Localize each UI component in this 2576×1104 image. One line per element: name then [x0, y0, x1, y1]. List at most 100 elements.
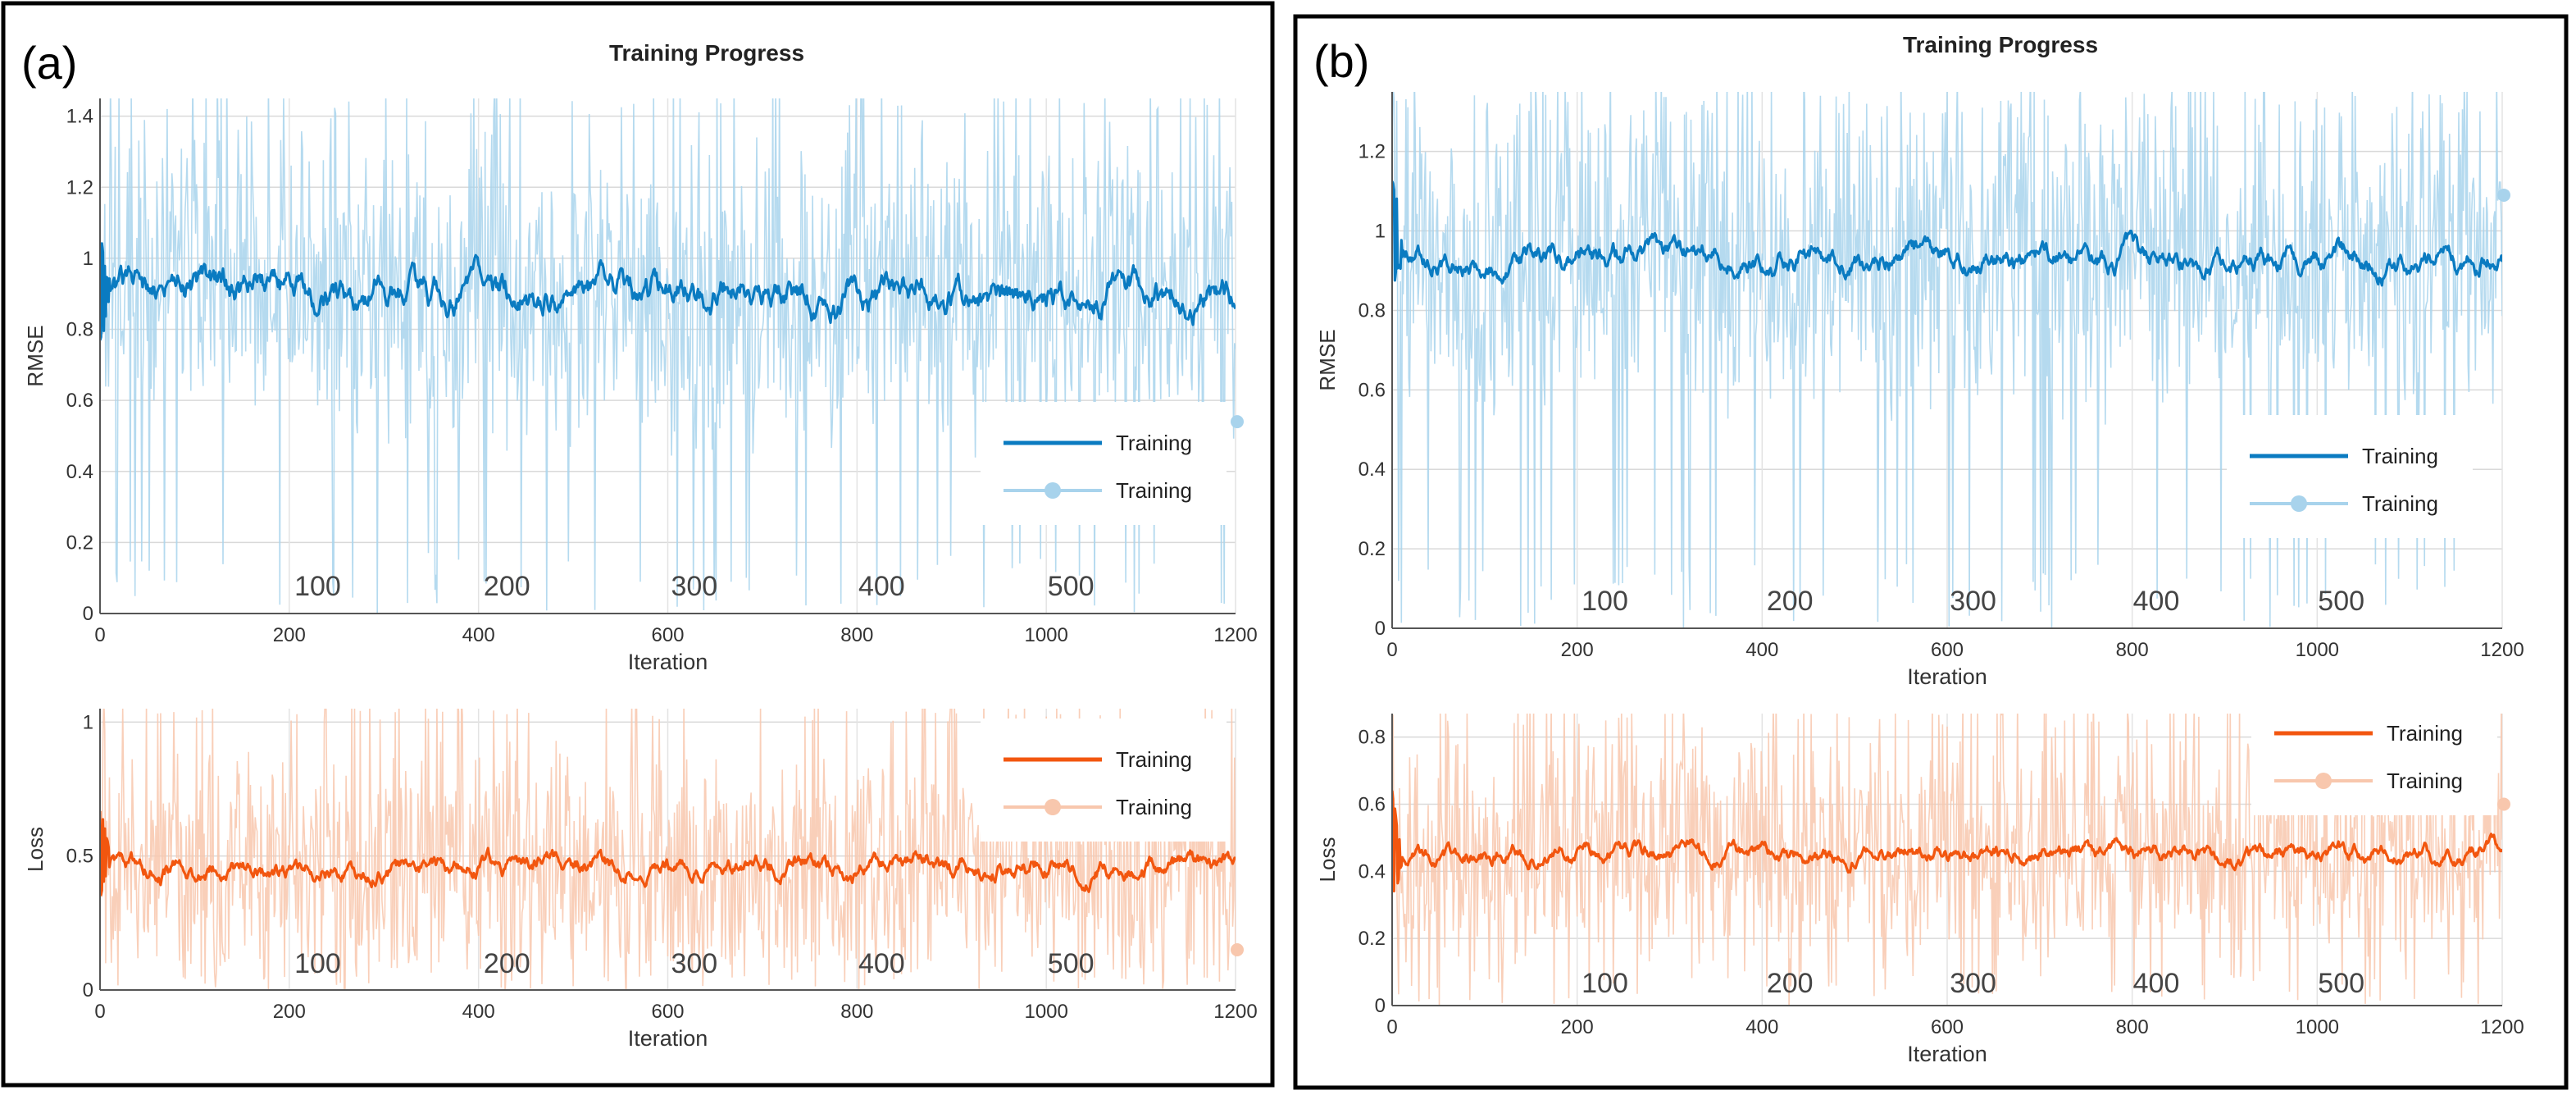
- legend: Training Training: [981, 402, 1227, 525]
- final-point-marker: [2497, 188, 2510, 202]
- y-tick-label: 0.4: [66, 461, 93, 483]
- x-tick-label: 800: [2116, 1016, 2149, 1038]
- series-smoothed-training: [1392, 790, 2502, 893]
- panel-title: Training Progress: [1903, 32, 2098, 57]
- x-tick-label: 1200: [2480, 639, 2524, 661]
- plot-series-group: [1392, 92, 2502, 628]
- final-point-marker: [2497, 797, 2510, 811]
- x-tick-label: 1000: [1024, 624, 1067, 646]
- x-tick-label: 0: [94, 1001, 105, 1023]
- x-tick-label: 400: [1745, 1016, 1778, 1038]
- x-tick-label: 0: [94, 624, 105, 646]
- y-tick-label: 0.6: [1359, 379, 1386, 401]
- plot-series-group: [1392, 714, 2502, 1006]
- legend-label-smoothed: Training: [2362, 444, 2438, 468]
- epoch-label: 400: [2133, 586, 2180, 617]
- y-tick-label: 0: [83, 603, 93, 625]
- y-axis-label: Loss: [1315, 837, 1340, 883]
- epoch-label: 400: [858, 571, 905, 602]
- epoch-label: 100: [1582, 968, 1628, 999]
- y-tick-label: 1: [83, 711, 93, 733]
- chart-loss: 0 0.5 1 0 200 400 600 800 1000 1200 100 200 300 400 50…: [23, 709, 1258, 1051]
- x-tick-label: 200: [273, 1001, 306, 1023]
- x-tick-label: 200: [1561, 639, 1594, 661]
- final-point-marker: [1231, 415, 1244, 429]
- x-axis-label: Iteration: [1907, 1042, 1987, 1066]
- y-tick-label: 0: [1375, 995, 1386, 1017]
- series-raw-training: [100, 709, 1236, 990]
- epoch-label: 300: [1950, 586, 1996, 617]
- x-tick-label: 600: [1931, 1016, 1964, 1038]
- plot-series-group: [100, 709, 1236, 990]
- legend-label-raw: Training: [2387, 769, 2463, 793]
- legend-box: [981, 402, 1227, 525]
- x-tick-label: 1000: [2296, 1016, 2339, 1038]
- y-tick-label: 1: [83, 248, 93, 270]
- y-axis-label: RMSE: [23, 325, 48, 386]
- legend-box: [2227, 415, 2473, 538]
- x-tick-label: 800: [2116, 639, 2149, 661]
- y-tick-label: 0.4: [1359, 860, 1386, 883]
- chart-loss: 0 0.2 0.4 0.6 0.8 0 200 400 600 800 1000 1200 100 200…: [1315, 692, 2524, 1066]
- y-tick-label: 0.8: [66, 319, 93, 341]
- panel-b: (b) Training Progress 0 0.2 0.4 0.6 0.8 1 1.2 0 20…: [1293, 14, 2569, 1090]
- legend-label-raw: Training: [1116, 795, 1192, 819]
- legend-label-smoothed: Training: [2387, 721, 2463, 746]
- legend-label-smoothed: Training: [1116, 747, 1192, 772]
- y-tick-label: 1: [1375, 221, 1386, 243]
- x-tick-label: 400: [1745, 639, 1778, 661]
- epoch-label: 500: [1048, 948, 1095, 979]
- epoch-label: 500: [2318, 968, 2364, 999]
- legend-label-raw: Training: [1116, 478, 1192, 503]
- y-tick-label: 0.2: [66, 531, 93, 554]
- epoch-label: 400: [2133, 968, 2180, 999]
- series-raw-training: [1392, 92, 2502, 628]
- x-axis-label: Iteration: [628, 1026, 708, 1051]
- x-tick-label: 0: [1386, 1016, 1397, 1038]
- legend-label-raw: Training: [2362, 491, 2438, 516]
- final-point-marker: [1231, 943, 1244, 956]
- x-tick-label: 0: [1386, 639, 1397, 661]
- epoch-label: 300: [1950, 968, 1996, 999]
- epoch-label: 500: [1048, 571, 1095, 602]
- legend: Training Training: [2251, 692, 2497, 815]
- x-tick-label: 1200: [2480, 1016, 2524, 1038]
- legend-label-smoothed: Training: [1116, 431, 1192, 455]
- series-smoothed-training: [100, 242, 1236, 341]
- panel-label: (a): [21, 37, 77, 89]
- epoch-label: 300: [671, 948, 717, 979]
- y-tick-label: 0.8: [1359, 727, 1386, 749]
- y-tick-label: 0: [83, 979, 93, 1001]
- legend-marker-raw: [1045, 482, 1061, 499]
- x-tick-label: 1200: [1213, 1001, 1257, 1023]
- x-tick-label: 200: [273, 624, 306, 646]
- y-axis-label: Loss: [23, 827, 48, 872]
- y-tick-label: 1.2: [1359, 141, 1386, 163]
- panel-title: Training Progress: [609, 40, 804, 66]
- panel-a: (a) Training Progress 0 0.2 0.4 0.6 0.8 1 1.2 1.4…: [1, 1, 1275, 1088]
- y-tick-label: 0.4: [1359, 458, 1386, 481]
- epoch-label: 200: [484, 571, 530, 602]
- epoch-label: 100: [294, 571, 341, 602]
- y-tick-label: 0.2: [1359, 538, 1386, 560]
- series-smoothed-training: [1392, 180, 2502, 287]
- chart-rmse: 0 0.2 0.4 0.6 0.8 1 1.2 1.4 0 200 400 600 800 1000 120…: [23, 98, 1258, 674]
- x-tick-label: 1000: [1024, 1001, 1067, 1023]
- x-tick-label: 600: [651, 624, 684, 646]
- panel-label: (b): [1313, 35, 1369, 87]
- epoch-label: 300: [671, 571, 717, 602]
- y-tick-label: 1.2: [66, 176, 93, 198]
- y-tick-label: 0.2: [1359, 928, 1386, 950]
- x-tick-label: 800: [840, 1001, 873, 1023]
- epoch-label: 100: [294, 948, 341, 979]
- y-axis-label: RMSE: [1315, 329, 1340, 390]
- y-tick-label: 0.6: [1359, 793, 1386, 815]
- x-tick-label: 400: [462, 1001, 495, 1023]
- epoch-label: 100: [1582, 586, 1628, 617]
- x-tick-label: 1000: [2296, 639, 2339, 661]
- legend: Training Training: [981, 719, 1227, 842]
- epoch-label: 500: [2318, 586, 2364, 617]
- chart-rmse: 0 0.2 0.4 0.6 0.8 1 1.2 0 200 400 600 800 1000 1200 10…: [1315, 92, 2524, 689]
- epoch-label: 200: [484, 948, 530, 979]
